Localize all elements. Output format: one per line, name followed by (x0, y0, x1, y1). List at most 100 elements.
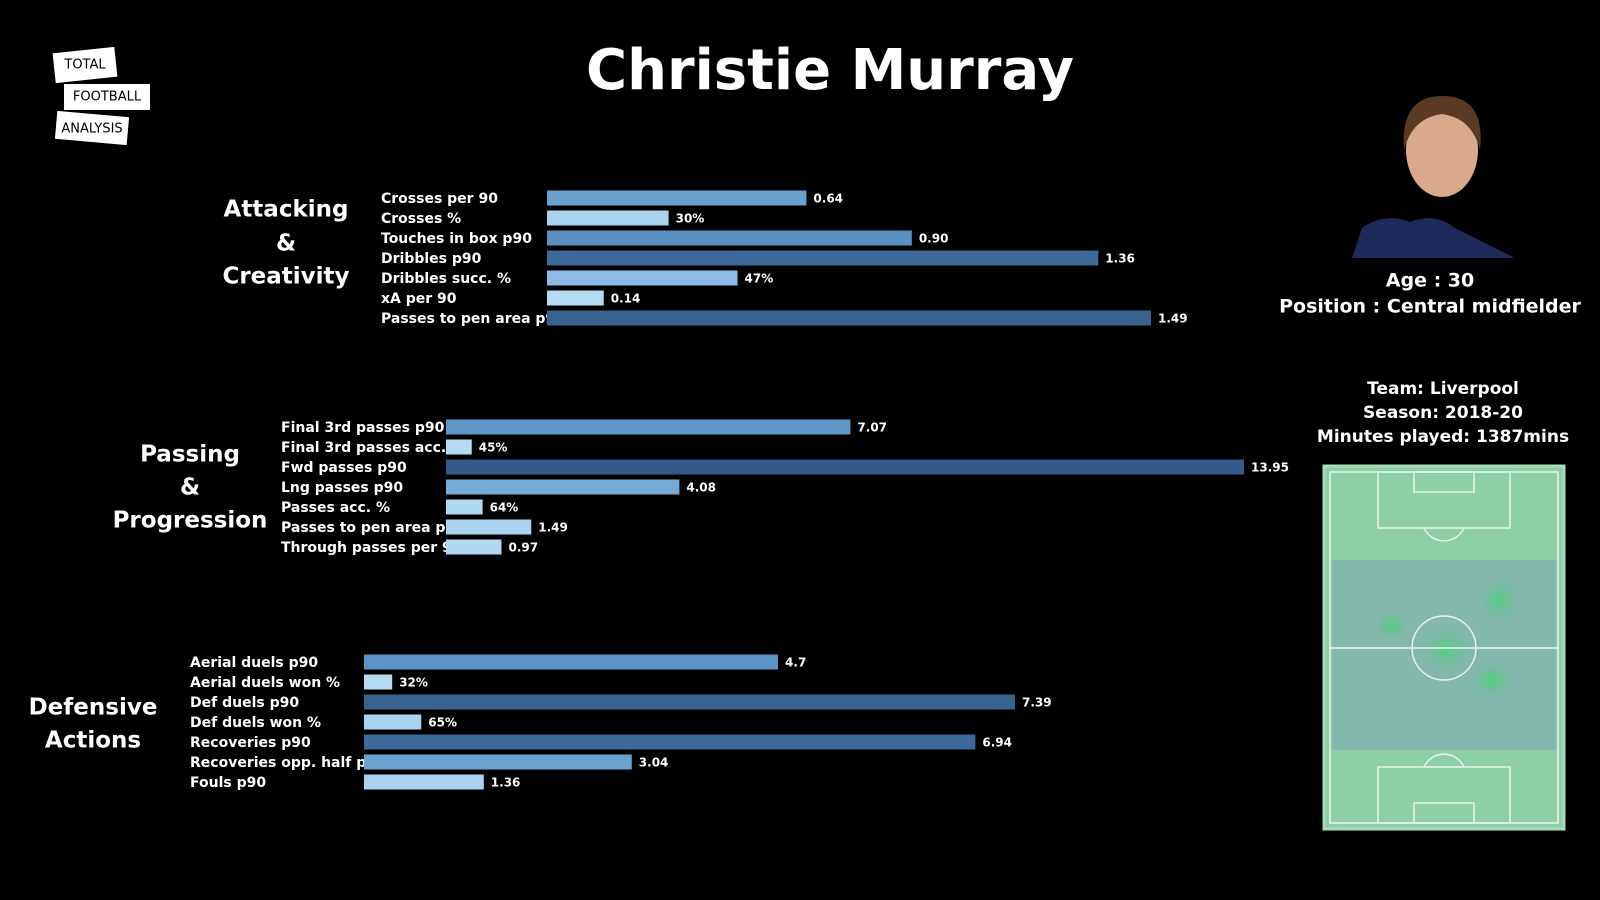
pitch-lines (1329, 471, 1559, 824)
heat-spot (1468, 662, 1516, 698)
category-label: Final 3rd passes acc. % (281, 440, 465, 456)
value-label: 32% (399, 676, 428, 690)
logo-box (52, 46, 118, 84)
player-minutes: Minutes played: 1387mins (1317, 427, 1569, 447)
category-label: Aerial duels p90 (190, 655, 318, 671)
category-label: Lng passes p90 (281, 480, 403, 496)
bar (364, 674, 393, 690)
category-label: Passes acc. % (281, 500, 390, 516)
touchlines (1329, 471, 1559, 824)
chart-title: Attacking (224, 197, 349, 223)
logo: TOTAL FOOTBALL ANALYSIS (52, 46, 150, 146)
player-season: Season: 2018-20 (1363, 403, 1523, 423)
value-label: 64% (490, 501, 519, 515)
hair (1403, 96, 1481, 150)
bar (446, 479, 680, 495)
value-label: 1.49 (1158, 312, 1188, 326)
value-label: 0.90 (919, 232, 949, 246)
category-label: Passes to pen area p90 (381, 311, 565, 327)
value-label: 6.94 (982, 736, 1012, 750)
value-label: 1.36 (1105, 252, 1135, 266)
logo-text: FOOTBALL (73, 90, 142, 105)
bar (446, 459, 1244, 475)
bar (547, 310, 1151, 326)
shirt (1352, 218, 1515, 258)
bar (364, 774, 484, 790)
bar-chart: Attacking & Creativity Crosses per 90 0.64 Cr… (222, 190, 1188, 327)
bar (446, 519, 532, 535)
value-label: 47% (745, 272, 774, 286)
heatmap-pitch (1322, 464, 1566, 831)
penalty-arc (1423, 753, 1465, 768)
bar (547, 290, 604, 306)
value-label: 1.49 (538, 521, 568, 535)
value-label: 30% (676, 212, 705, 226)
bar (364, 694, 1015, 710)
category-label: Fwd passes p90 (281, 460, 407, 476)
title: Christie Murray (586, 38, 1074, 103)
bar-chart: Defensive Actions Aerial duels p90 4.7 Aeria… (29, 654, 1052, 791)
heat-spot (1480, 578, 1520, 622)
chart-title: Actions (45, 728, 141, 754)
category-label: Final 3rd passes p90 (281, 420, 445, 436)
chart-title: Passing (140, 442, 240, 468)
face (1406, 103, 1478, 197)
logo-box (54, 110, 130, 146)
value-label: 1.36 (491, 776, 521, 790)
heat-spot (1374, 609, 1410, 641)
value-label: 7.39 (1022, 696, 1052, 710)
value-label: 4.08 (686, 481, 716, 495)
penalty-arc (1423, 527, 1465, 542)
category-label: Crosses per 90 (381, 191, 498, 207)
player-team: Team: Liverpool (1367, 379, 1519, 399)
category-label: xA per 90 (381, 291, 457, 307)
bar (547, 210, 669, 226)
chart-title: Progression (113, 508, 268, 534)
chart-title: & (276, 231, 296, 257)
category-label: Recoveries opp. half p90 (190, 755, 386, 771)
category-label: Dribbles p90 (381, 251, 482, 267)
bar (446, 499, 483, 515)
bar (547, 230, 912, 246)
bar (446, 539, 502, 555)
center-circle (1411, 615, 1477, 681)
value-label: 7.07 (857, 421, 887, 435)
charts: Attacking & Creativity Crosses per 90 0.64 Cr… (29, 190, 1289, 791)
category-label: Touches in box p90 (381, 231, 532, 247)
value-label: 0.64 (813, 192, 843, 206)
category-label: Dribbles succ. % (381, 271, 511, 287)
bar (547, 190, 807, 206)
value-label: 13.95 (1251, 461, 1289, 475)
chart-title: Defensive (29, 695, 158, 721)
bar-chart: Passing & Progression Final 3rd passes p90 7… (113, 419, 1289, 556)
player-position: Position : Central midfielder (1279, 296, 1581, 318)
category-label: Crosses % (381, 211, 461, 227)
player-age: Age : 30 (1386, 270, 1474, 292)
bar (364, 714, 422, 730)
chart-title: Creativity (222, 264, 349, 290)
category-label: Through passes per 90 (281, 540, 462, 556)
category-label: Fouls p90 (190, 775, 266, 791)
category-label: Passes to pen area p90 (281, 520, 465, 536)
bar (364, 734, 976, 750)
value-label: 0.97 (508, 541, 538, 555)
bar (446, 439, 472, 455)
category-label: Aerial duels won % (190, 675, 340, 691)
category-label: Def duels won % (190, 715, 321, 731)
category-label: Recoveries p90 (190, 735, 311, 751)
category-label: Def duels p90 (190, 695, 299, 711)
value-label: 45% (479, 441, 508, 455)
logo-text: ANALYSIS (61, 122, 122, 137)
chart-title: & (180, 475, 200, 501)
bar (364, 654, 779, 670)
logo-box (64, 84, 150, 110)
bar (547, 250, 1099, 266)
player-photo (1352, 96, 1515, 258)
value-label: 0.14 (611, 292, 641, 306)
value-label: 3.04 (639, 756, 669, 770)
value-label: 65% (428, 716, 457, 730)
value-label: 4.7 (785, 656, 806, 670)
bar (446, 419, 851, 435)
logo-text: TOTAL (63, 58, 106, 73)
